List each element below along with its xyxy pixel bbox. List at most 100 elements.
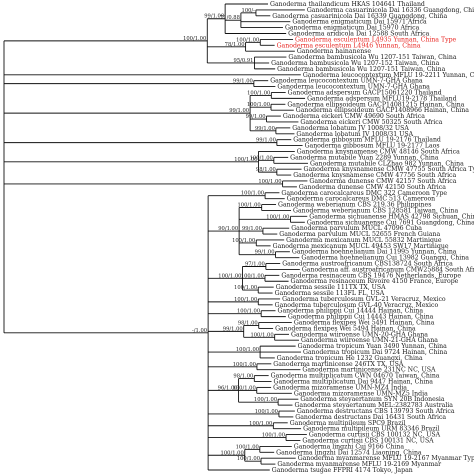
support-label: 100/1.00: [262, 433, 285, 439]
tip-label: Ganoderma resinaceum Rivoire 4150 France…: [291, 278, 459, 285]
support-label: 100/1.00: [237, 203, 260, 209]
tip-label: Ganoderma weberianum CBS 219.36 Philippi…: [278, 202, 431, 209]
support-label: 100/1.00: [236, 347, 259, 353]
tip-labels: Ganoderma thailandicum HKAS 104641 Thail…: [270, 1, 474, 474]
support-label: 99/1.00: [242, 226, 262, 232]
tip-label: Ganoderma hainanense: [297, 48, 372, 55]
tip-label: Ganoderma philippii Cui 14443 Hainan, Ch…: [288, 314, 434, 321]
tip-label: Ganoderma flexipes Wei 5494 Hainan, Chin…: [275, 325, 416, 332]
support-label: 100/1.00: [218, 273, 241, 279]
tip-label: Ganoderma lingzhi Cui 9166 China: [294, 443, 405, 450]
tip-label: Ganoderma parvulum MUCL 47096 Cuba: [291, 225, 422, 232]
tip-label: Ganoderma sessile 111TX TX, USA: [276, 284, 386, 291]
tip-label: Ganoderma ellipsoideum GACP1408966 Haina…: [296, 107, 469, 114]
tip-label: Ganoderma tuberculosum GVL-21 Veracruz, …: [282, 296, 446, 303]
tip-label: Ganoderma austroafricanum CBS138724 Sout…: [282, 261, 453, 268]
tip-label: Ganoderma destructans CBS 139793 South A…: [297, 408, 455, 415]
tip-label: Ganoderma tropicum He 1232 Guangxi, Chin…: [277, 355, 423, 362]
support-label: 100/1.00: [254, 397, 277, 403]
support-label: 100/1.00: [258, 179, 281, 185]
tip-label: Ganoderma esculentum L4935 Yunnan, China…: [295, 36, 457, 43]
support-label: 100/1.00: [236, 444, 259, 450]
support-label: 99/1.00: [204, 14, 224, 20]
tree-branches: [3, 3, 308, 471]
support-label: 100/1.00: [255, 409, 278, 415]
tip-label: Ganoderma tropicum Yuan 3490 Yunnan, Chi…: [298, 343, 448, 350]
tip-label: Ganoderma tropicum Dai 9724 Hainan, Chin…: [303, 349, 447, 356]
tip-label: Ganoderma multiplicatum CWN 04670 Taiwan…: [271, 373, 440, 380]
support-label: 100/1.00: [241, 191, 264, 197]
tip-label: Ganoderma carocalcareus DMC 322 Cameroon…: [281, 190, 447, 197]
tip-label: Ganoderma eickeri CMW 49690 South Africa: [283, 113, 425, 120]
tip-label: Ganoderma philippii Cui 14444 Hainan, Ch…: [278, 308, 424, 315]
support-label: 100/1.00: [237, 456, 260, 462]
support-label: 99/1.00: [255, 126, 275, 132]
support-label: 100/1.00: [234, 157, 257, 163]
support-label: 100/1.00: [249, 421, 272, 427]
support-label: 98/1.00: [233, 374, 253, 380]
tip-label: Ganoderma gibbosum MFLU 19-2177 Laos: [305, 143, 440, 150]
tip-label: Ganoderma myanmarense MFLU 19-2167 Myanm…: [298, 455, 474, 462]
tip-label: Ganoderma leucocontextum MFLU 19-2211 Yu…: [303, 72, 474, 79]
tip-label: Ganoderma sessile 113FL FL, USA: [275, 290, 385, 297]
tip-label: Ganoderma ellipsoideum GACP14081215 Hain…: [287, 101, 464, 108]
tip-label: Ganoderma leucocontextum UMN-7-GHA Ghana: [270, 78, 423, 85]
support-label: 100/1.00: [241, 273, 264, 279]
tip-label: Ganoderma bambusicola Wu 1207-151 Taiwan…: [277, 66, 445, 73]
tip-label: Ganoderma mizoramense UMN-MZ4 India: [273, 384, 407, 391]
tip-label: Ganoderma sichuanense HMAS 42798 Sichuan…: [309, 213, 474, 220]
support-label: 78/1.00: [225, 42, 245, 48]
tip-label: Ganoderma multiplicatum Dai 9447 Hainan,…: [274, 379, 434, 386]
tip-label: Ganoderma mutabile CLZhao 982 Yunnan, Ch…: [310, 160, 464, 167]
support-label: 100/1.00: [247, 90, 270, 96]
tip-label: Ganoderma weberianum CBS 128581 Taiwan, …: [293, 207, 458, 214]
tip-label: Ganoderma adspersum GACP15061220 Thailan…: [288, 89, 442, 96]
tip-label: Ganoderma multipileum URM 83346 Brazil: [303, 426, 439, 433]
support-label: 100/1.00: [247, 102, 270, 108]
tip-label: Ganoderma martinicense 246TX TX, USA: [273, 361, 404, 368]
tip-label: Ganoderma parvulum MUCL 52655 French Gui…: [279, 231, 440, 238]
support-label: 99/1.00: [246, 114, 266, 120]
tip-label: Ganoderma dunense CMW 42157 South Africa: [309, 178, 456, 185]
support-label: 100/1.00: [250, 155, 273, 161]
tip-label: Ganoderma myanmarense MFLU 19-2169 Myanm…: [277, 461, 441, 468]
support-label: 98/1.00: [238, 320, 258, 326]
tip-label: Ganoderma mizoramense UMN-MZ5 India: [294, 390, 428, 397]
support-label: 98/1.00: [256, 167, 276, 173]
support-label: 97/1.00: [245, 261, 265, 267]
tip-label: Ganoderma knysnamense CMW 47755 South Af…: [304, 166, 474, 173]
support-label: 100/1.00: [233, 362, 256, 368]
support-label: 100/1.00: [221, 450, 244, 456]
tip-label: Ganoderma knysnamense CMW 48146 South Af…: [297, 148, 460, 155]
tip-label: Ganoderma aridicola Dai 12588 South Afri…: [288, 30, 430, 37]
tip-label: Ganoderma wiiroense UMN-21-GHA Ghana: [301, 337, 438, 344]
tip-label: Ganoderma gibbosum MFLU 19-2176 Thailand: [293, 137, 441, 144]
support-label: 90/1.00: [218, 226, 238, 232]
support-label: 100/1.00: [183, 36, 206, 42]
support-label: 100/1.00: [234, 297, 257, 303]
tip-label: Ganoderma enigmaticum Dai 15970 Africa: [285, 25, 420, 32]
tip-label: Ganoderma lobatum JV 1008/32 USA: [292, 125, 409, 132]
tip-label: Ganoderma lingzhi Dai 12574 Liaoning, Ch…: [276, 449, 422, 456]
support-label: 71/0.88: [220, 15, 240, 21]
tip-label: Ganoderma tsugae FFPRI 4174 Tokyo, Japan: [272, 467, 413, 474]
tip-label: Ganoderma flexipes Wei 5491 Hainan, Chin…: [294, 320, 435, 327]
tip-label: Ganoderma sichuanense Cui 7691 Guangdong…: [307, 219, 474, 226]
support-label: 100/1.00: [237, 309, 260, 315]
support-label: 100/-: [242, 8, 256, 14]
support-label: 99/1.00: [223, 326, 243, 332]
support-label: 96/1.00: [218, 385, 238, 391]
tip-label: Ganoderma casuarinicola Dai 16336 Guangd…: [307, 7, 474, 14]
support-label: 99/1.00: [256, 138, 276, 144]
support-label: 100/1.00: [236, 37, 259, 43]
tip-label: Ganoderma curtisii CBS 100132 NC, USA: [309, 432, 441, 439]
tip-label: Ganoderma wiiroense UMN-20-GHA Ghana: [291, 331, 428, 338]
tip-label: Ganoderma hoehnelianum Dai 11995 Yunnan,…: [292, 249, 457, 256]
support-label: 100/1.00: [266, 214, 289, 220]
support-label: 99/1.00: [229, 108, 249, 114]
tip-label: Ganoderma bambusicola Wu 1207-152 Taiwan…: [271, 60, 439, 67]
tip-label: Ganoderma hoehnelianum Cui 13982 Guangxi…: [301, 255, 469, 262]
tip-label: Ganoderma lobatum JV 1008/31 USA: [296, 131, 413, 138]
support-values: 100/-100/1.0099/1.00100/1.00100/1.0099/1…: [183, 8, 289, 462]
